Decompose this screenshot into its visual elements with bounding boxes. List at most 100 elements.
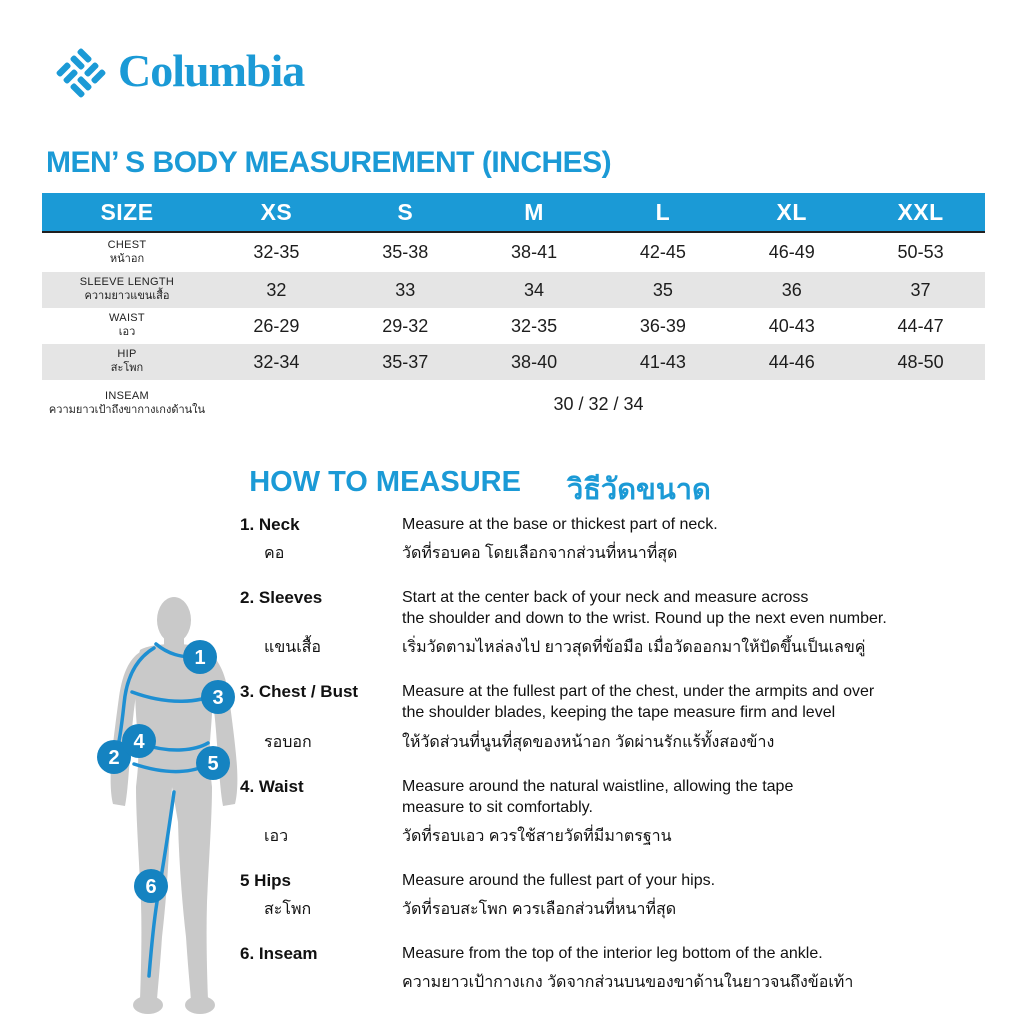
cell-value: 44-47 bbox=[897, 315, 944, 336]
table-row-inseam: INSEAM ความยาวเป้าถึงขากางเกงด้านใน 30 /… bbox=[42, 380, 985, 428]
cell-value: 36-39 bbox=[639, 315, 686, 336]
marker-number-6: 6 bbox=[145, 876, 156, 898]
row-label: HIP สะโพก bbox=[42, 344, 212, 380]
step-desc-th: ความยาวเป้ากางเกง วัดจากส่วนบนของขาด้านใ… bbox=[402, 973, 854, 991]
table-row-sleeve-length: SLEEVE LENGTH ความยาวแขนเสื้อ 32 33 34 3… bbox=[42, 272, 985, 308]
cell-value: 41-43 bbox=[639, 351, 686, 372]
cell-value: 35-38 bbox=[382, 242, 429, 262]
columbia-logo: Columbia bbox=[52, 44, 305, 102]
header-cell-xs: XS bbox=[260, 198, 293, 225]
step-desc-en: Measure at the fullest part of the chest… bbox=[402, 683, 875, 722]
step-sleeves: 2. Sleeves Start at the center back of y… bbox=[240, 587, 1000, 660]
step-label-en: 6. Inseam bbox=[240, 943, 318, 963]
step-label-th: เอว bbox=[264, 827, 289, 845]
step-desc-th: วัดที่รอบคอ โดยเลือกจากส่วนที่หนาที่สุด bbox=[402, 545, 678, 563]
cell-value-merged: 30 / 32 / 34 bbox=[553, 393, 644, 414]
step-desc-th: เริ่มวัดตามไหล่ลงไป ยาวสุดที่ข้อมือ เมื่… bbox=[402, 639, 866, 657]
header-cell-xl: XL bbox=[776, 198, 807, 225]
marker-number-5: 5 bbox=[207, 753, 218, 775]
step-label-th: รอบอก bbox=[264, 733, 312, 751]
cell-value: 32-35 bbox=[511, 315, 558, 336]
cell-value: 38-41 bbox=[511, 242, 558, 262]
step-label-th: คอ bbox=[264, 545, 285, 563]
row-label-th: ความยาวเป้าถึงขากางเกงด้านใน bbox=[48, 404, 206, 416]
marker-number-4: 4 bbox=[133, 731, 145, 753]
step-label-th: แขนเสื้อ bbox=[264, 639, 322, 657]
header-cell-size: SIZE bbox=[100, 198, 154, 225]
header-cell-xxl: XXL bbox=[897, 198, 944, 225]
page-title: MEN’ S BODY MEASUREMENT (INCHES) bbox=[46, 146, 612, 179]
cell-value: 38-40 bbox=[511, 351, 558, 372]
marker-number-2: 2 bbox=[108, 747, 119, 769]
step-desc-en: Measure at the base or thickest part of … bbox=[402, 516, 718, 533]
cell-value: 34 bbox=[524, 279, 545, 300]
step-chest-bust: 3. Chest / Bust Measure at the fullest p… bbox=[240, 681, 1000, 754]
cell-value: 42-45 bbox=[639, 242, 686, 262]
row-label-en: INSEAM bbox=[105, 390, 149, 403]
row-label-th: สะโพก bbox=[110, 362, 144, 374]
body-figure: 1 2 3 4 5 6 bbox=[97, 597, 238, 1014]
step-label-th: สะโพก bbox=[264, 900, 312, 918]
step-inseam: 6. Inseam Measure from the top of the in… bbox=[240, 943, 1000, 995]
header-cell-l: L bbox=[655, 198, 671, 225]
cell-value: 35-37 bbox=[382, 351, 429, 372]
how-to-measure-title-en: HOW TO MEASURE bbox=[249, 466, 521, 498]
marker-number-3: 3 bbox=[212, 687, 223, 709]
cell-value: 40-43 bbox=[768, 315, 815, 336]
step-desc-th: วัดที่รอบเอว ควรใช้สายวัดที่มีมาตรฐาน bbox=[402, 827, 672, 845]
table-row-chest: CHEST หน้าอก 32-35 35-38 38-41 42-45 46-… bbox=[42, 233, 985, 272]
row-label-en: CHEST bbox=[107, 238, 147, 251]
header-cell-s: S bbox=[397, 198, 414, 225]
how-to-measure-heading: HOW TO MEASURE วิธีวัดขนาด bbox=[0, 466, 960, 512]
table-row-hip: HIP สะโพก 32-34 35-37 38-40 41-43 44-46 … bbox=[42, 344, 985, 380]
step-label-th bbox=[240, 964, 402, 995]
cell-value: 32 bbox=[266, 279, 287, 300]
marker-number-1: 1 bbox=[194, 647, 205, 669]
step-waist: 4. Waist Measure around the natural wais… bbox=[240, 776, 1000, 849]
marker-circle-4 bbox=[122, 724, 156, 758]
cell-value: 50-53 bbox=[897, 242, 944, 262]
cell-value: 29-32 bbox=[382, 315, 429, 336]
row-label-th: หน้าอก bbox=[109, 252, 145, 265]
marker-circle-5 bbox=[196, 746, 230, 780]
how-to-measure-steps: 1. Neck Measure at the base or thickest … bbox=[240, 514, 1000, 1016]
cell-value: 33 bbox=[395, 279, 416, 300]
step-desc-en: Measure from the top of the interior leg… bbox=[402, 944, 823, 962]
row-label-en: SLEEVE LENGTH bbox=[79, 276, 175, 289]
step-label-en: 4. Waist bbox=[240, 776, 304, 796]
step-neck: 1. Neck Measure at the base or thickest … bbox=[240, 514, 1000, 566]
cell-value: 44-46 bbox=[768, 351, 815, 372]
cell-value: 36 bbox=[781, 279, 802, 300]
body-silhouette bbox=[110, 597, 238, 1014]
step-label-en: 5 Hips bbox=[240, 870, 292, 890]
table-header-row: SIZE XS S M L XL XXL bbox=[42, 193, 985, 233]
step-desc-en: Start at the center back of your neck an… bbox=[402, 589, 887, 628]
brand-wordmark: Columbia bbox=[118, 45, 305, 96]
columbia-gem-icon bbox=[56, 48, 106, 98]
row-label-th: ความยาวแขนเสื้อ bbox=[84, 290, 170, 302]
marker-circle-3 bbox=[201, 680, 235, 714]
inseam-measure-line bbox=[147, 790, 176, 978]
cell-value: 35 bbox=[652, 279, 673, 300]
table-row-waist: WAIST เอว 26-29 29-32 32-35 36-39 40-43 … bbox=[42, 308, 985, 344]
how-to-measure-title-th: วิธีวัดขนาด bbox=[566, 474, 711, 506]
step-hips: 5 Hips Measure around the fullest part o… bbox=[240, 870, 1000, 922]
step-desc-th: วัดที่รอบสะโพก ควรเลือกส่วนที่หนาที่สุด bbox=[402, 900, 677, 918]
row-label: WAIST เอว bbox=[42, 308, 212, 344]
cell-value: 32-34 bbox=[253, 351, 300, 372]
cell-value: 48-50 bbox=[897, 351, 944, 372]
row-label: SLEEVE LENGTH ความยาวแขนเสื้อ bbox=[42, 272, 212, 308]
step-desc-en: Measure around the natural waistline, al… bbox=[402, 777, 794, 816]
step-desc-th: ให้วัดส่วนที่นูนที่สุดของหน้าอก วัดผ่านร… bbox=[402, 733, 775, 751]
row-label: INSEAM ความยาวเป้าถึงขากางเกงด้านใน bbox=[42, 380, 212, 428]
row-label-th: เอว bbox=[118, 326, 136, 338]
row-label-en: HIP bbox=[117, 348, 137, 361]
row-label-en: WAIST bbox=[109, 312, 145, 325]
marker-circle-6 bbox=[134, 869, 168, 903]
marker-circle-1 bbox=[183, 640, 217, 674]
cell-value: 32-35 bbox=[253, 242, 300, 262]
row-label: CHEST หน้าอก bbox=[42, 233, 212, 272]
step-label-en: 2. Sleeves bbox=[240, 588, 323, 608]
cell-value: 46-49 bbox=[768, 242, 815, 262]
